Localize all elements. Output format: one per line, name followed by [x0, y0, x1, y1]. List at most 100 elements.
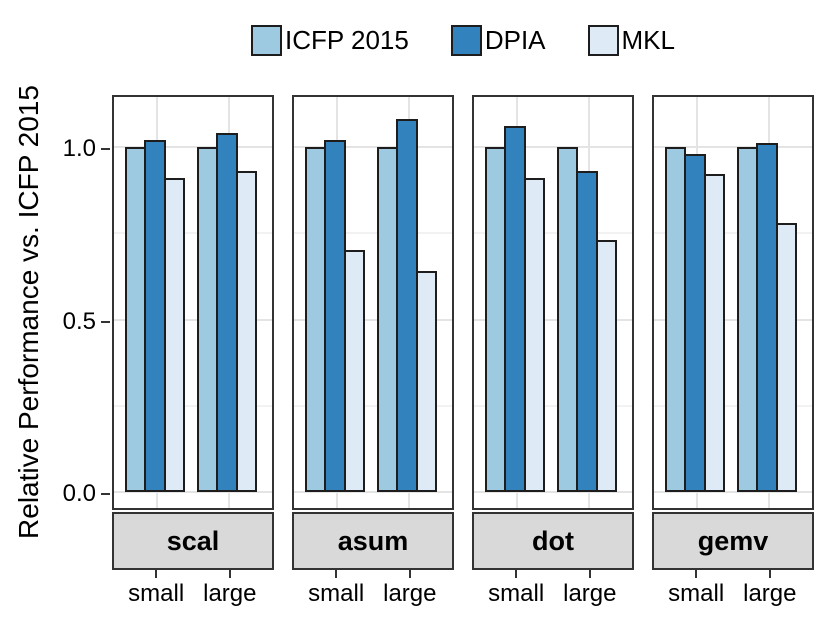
- x-tick-mark: [695, 570, 698, 578]
- bar-group-gemv-large: [736, 143, 802, 493]
- panel-gemv: [652, 95, 814, 510]
- y-tick-mark: [101, 147, 110, 150]
- facet-asum: asum small large: [292, 95, 454, 618]
- major-gridline: [654, 145, 812, 148]
- x-axis-asum: small large: [292, 570, 454, 618]
- x-tick-label: large: [743, 580, 797, 607]
- panel-scal: [112, 95, 274, 510]
- legend-item-mkl: MKL: [587, 24, 675, 56]
- bar-group-asum-large: [376, 118, 442, 493]
- legend-item-dpia: DPIA: [450, 24, 546, 56]
- x-tick-label: large: [203, 580, 257, 607]
- bar-group-scal-large: [196, 132, 262, 493]
- bar-gemv-small-dpia: [684, 153, 706, 493]
- legend-item-icfp-2015: ICFP 2015: [251, 24, 409, 56]
- minor-gridline: [114, 404, 272, 407]
- minor-gridline: [654, 232, 812, 235]
- x-tick-mark: [155, 570, 158, 578]
- bar-group-gemv-small: [664, 146, 730, 493]
- facet-gemv: gemv small large: [652, 95, 814, 618]
- x-tick-mark: [228, 570, 231, 578]
- facet-strip-gemv: gemv: [652, 512, 814, 570]
- facet-panels: scal small large asum small large dot small larg…: [112, 95, 814, 618]
- y-tick-mark: [101, 493, 110, 496]
- x-tick-label: large: [563, 580, 617, 607]
- bar-dot-large-mkl: [595, 239, 618, 493]
- bar-scal-small-dpia: [144, 139, 166, 493]
- major-gridline: [114, 318, 272, 321]
- x-tick-mark: [408, 570, 411, 578]
- major-gridline: [114, 491, 272, 494]
- bar-scal-small-mkl: [163, 177, 186, 493]
- x-axis-dot: small large: [472, 570, 634, 618]
- y-axis: 0.0 0.5 1.0: [36, 95, 112, 510]
- minor-gridline: [654, 404, 812, 407]
- bar-asum-large-icfp-2015: [376, 146, 399, 493]
- bar-gemv-large-dpia: [756, 143, 778, 493]
- x-tick-mark: [335, 570, 338, 578]
- bar-group-asum-small: [304, 139, 370, 493]
- x-axis-gemv: small large: [652, 570, 814, 618]
- major-gridline: [474, 491, 632, 494]
- facet-dot: dot small large: [472, 95, 634, 618]
- y-tick-label: 0.0: [62, 480, 96, 508]
- minor-gridline: [294, 232, 452, 235]
- bar-dot-small-dpia: [504, 125, 526, 493]
- x-tick-mark: [768, 570, 771, 578]
- bar-gemv-small-mkl: [703, 174, 726, 493]
- bar-dot-small-mkl: [523, 177, 546, 493]
- bar-gemv-small-icfp-2015: [664, 146, 687, 493]
- x-tick-label: large: [383, 580, 437, 607]
- minor-gridline: [294, 404, 452, 407]
- x-tick-label: small: [128, 580, 185, 607]
- bar-group-dot-large: [556, 146, 622, 493]
- bar-scal-small-icfp-2015: [124, 146, 147, 493]
- minor-gridline: [474, 404, 632, 407]
- bar-asum-small-icfp-2015: [304, 146, 327, 493]
- x-tick-mark: [588, 570, 591, 578]
- major-gridline: [294, 318, 452, 321]
- panel-asum: [292, 95, 454, 510]
- major-gridline: [654, 491, 812, 494]
- bar-group-dot-small: [484, 125, 550, 493]
- legend-swatch-mkl-icon: [587, 24, 619, 56]
- bar-scal-large-mkl: [235, 170, 258, 493]
- major-gridline: [294, 491, 452, 494]
- legend: ICFP 2015 DPIA MKL: [112, 20, 814, 60]
- facet-scal: scal small large: [112, 95, 274, 618]
- bar-asum-small-mkl: [343, 250, 366, 493]
- bar-scal-large-dpia: [216, 132, 238, 493]
- y-tick-label: 0.5: [62, 307, 96, 335]
- y-tick-label: 1.0: [62, 134, 96, 162]
- x-tick-label: small: [308, 580, 365, 607]
- bar-gemv-large-icfp-2015: [736, 146, 759, 493]
- major-gridline: [474, 145, 632, 148]
- bar-gemv-large-mkl: [775, 222, 798, 493]
- bar-asum-large-mkl: [415, 271, 438, 493]
- legend-label-icfp-2015: ICFP 2015: [285, 24, 409, 55]
- facet-strip-scal: scal: [112, 512, 274, 570]
- facet-strip-dot: dot: [472, 512, 634, 570]
- major-gridline: [294, 145, 452, 148]
- bar-group-scal-small: [124, 139, 190, 493]
- y-tick-mark: [101, 320, 110, 323]
- x-tick-label: small: [488, 580, 545, 607]
- major-gridline: [654, 318, 812, 321]
- x-axis-scal: small large: [112, 570, 274, 618]
- bar-asum-small-dpia: [324, 139, 346, 493]
- bar-scal-large-icfp-2015: [196, 146, 219, 493]
- legend-label-mkl: MKL: [621, 24, 675, 55]
- panel-dot: [472, 95, 634, 510]
- legend-swatch-icfp-2015-icon: [251, 24, 282, 56]
- major-gridline: [474, 318, 632, 321]
- legend-label-dpia: DPIA: [484, 24, 546, 55]
- bar-dot-large-dpia: [576, 170, 598, 493]
- bar-dot-large-icfp-2015: [556, 146, 579, 493]
- facet-strip-asum: asum: [292, 512, 454, 570]
- bar-asum-large-dpia: [396, 118, 418, 493]
- minor-gridline: [474, 232, 632, 235]
- legend-swatch-dpia-icon: [450, 24, 482, 56]
- minor-gridline: [114, 232, 272, 235]
- major-gridline: [114, 145, 272, 148]
